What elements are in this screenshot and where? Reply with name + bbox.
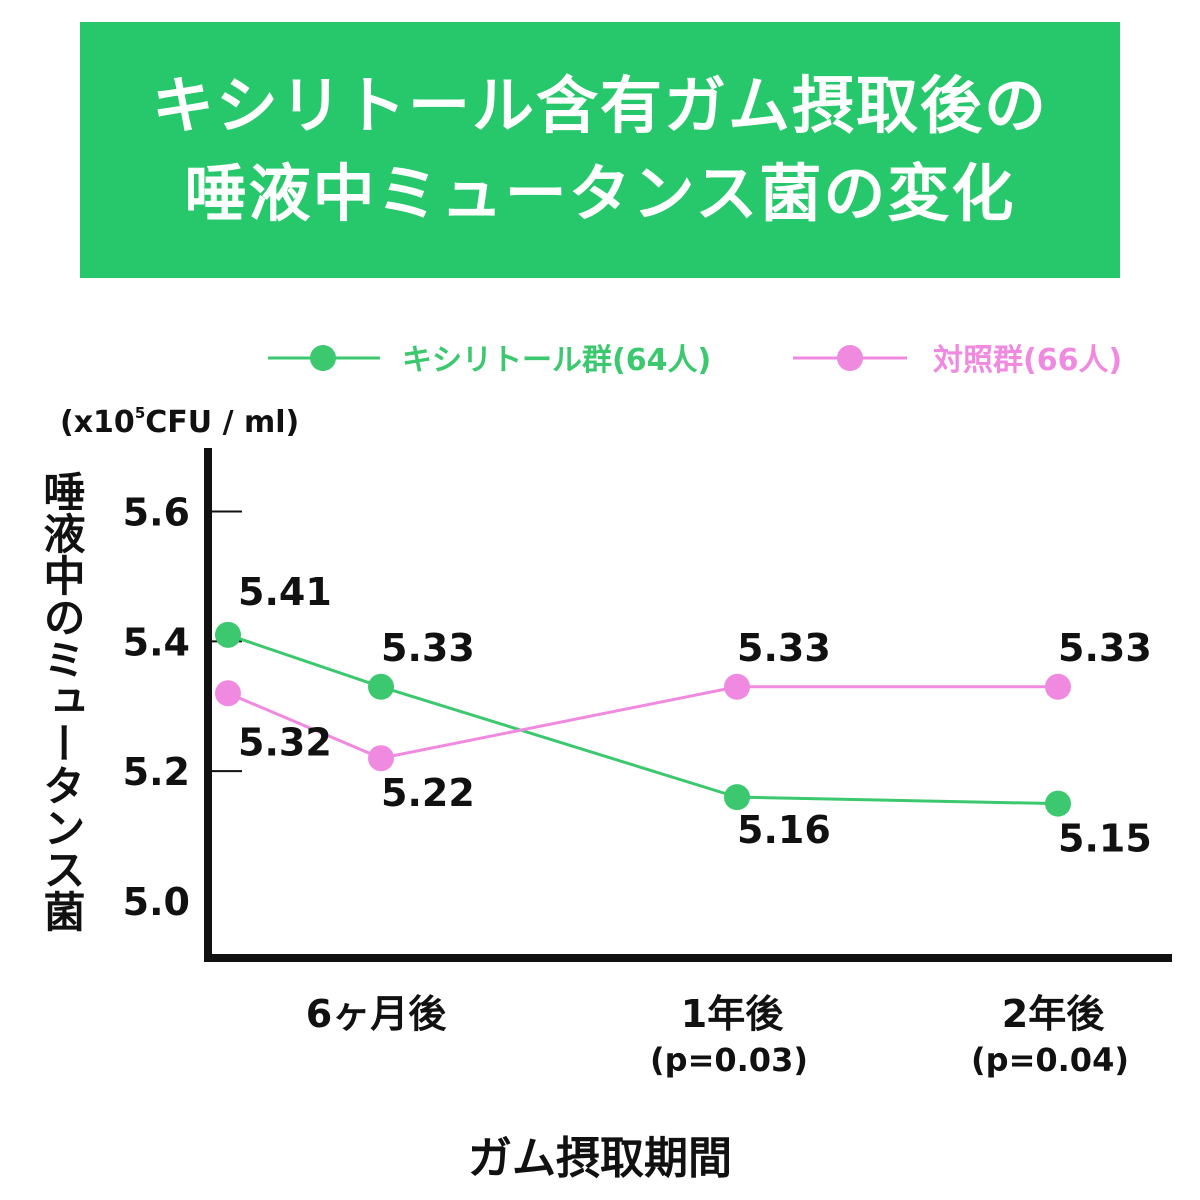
data-label: 5.15 [1058, 817, 1152, 861]
data-point [215, 680, 241, 707]
y-tick-label: 5.2 [123, 750, 190, 794]
y-unit-label: (x105CFU / ml) [60, 404, 300, 440]
data-label: 5.16 [737, 808, 831, 852]
data-label: 5.32 [238, 720, 332, 764]
data-point [724, 673, 750, 700]
title-banner: キシリトール含有ガム摂取後の 唾液中ミュータンス菌の変化 [80, 22, 1120, 278]
data-point [1045, 673, 1071, 700]
data-label: 5.33 [737, 626, 831, 670]
legend-marker [837, 345, 863, 371]
title-line-2: 唾液中ミュータンス菌の変化 [184, 157, 1016, 230]
data-point [368, 673, 394, 700]
data-point [215, 621, 241, 648]
data-label: 5.33 [1058, 626, 1152, 670]
legend-label: キシリトール群(64人) [402, 343, 711, 378]
x-tick-label: 2年後 [1002, 992, 1105, 1036]
legend-label: 対照群(66人) [933, 343, 1122, 378]
title-line-1: キシリトール含有ガム摂取後の [151, 69, 1048, 142]
data-point [724, 784, 750, 811]
data-point [368, 745, 394, 772]
x-axis-title: ガム摂取期間 [468, 1133, 732, 1184]
y-axis-title: 唾液中のミュータンス菌 [37, 470, 86, 932]
data-label: 5.33 [381, 626, 475, 670]
y-tick-label: 5.4 [123, 620, 190, 664]
legend-marker [310, 345, 336, 371]
x-tick-label: 1年後 [681, 992, 784, 1036]
y-tick-label: 5.6 [123, 490, 190, 534]
series-line-xylitol [227, 633, 1059, 806]
x-tick-sublabel: (p=0.03) [650, 1041, 808, 1079]
series-line-control [227, 685, 1058, 760]
data-label: 5.41 [238, 570, 332, 614]
y-tick-label: 5.0 [123, 880, 190, 924]
data-label: 5.22 [381, 771, 475, 815]
x-tick-sublabel: (p=0.04) [971, 1041, 1129, 1079]
data-point [1045, 790, 1071, 817]
x-tick-label: 6ヶ月後 [306, 992, 447, 1036]
